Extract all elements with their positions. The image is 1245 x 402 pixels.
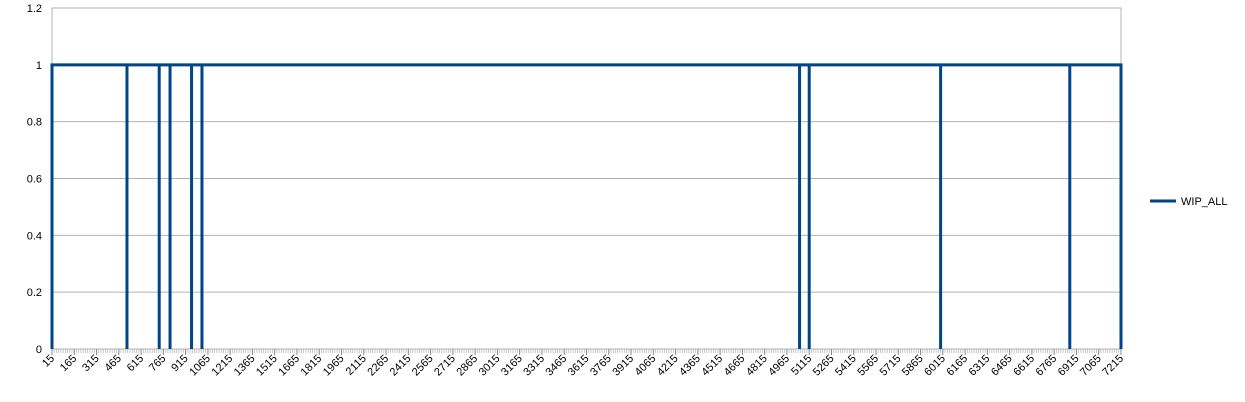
x-tick-label: 3015: [477, 353, 503, 379]
x-tick-label: 6165: [944, 353, 970, 379]
x-tick-label: 2865: [454, 353, 480, 379]
x-tick-label: 4215: [655, 353, 681, 379]
x-tick-label: 4365: [677, 353, 703, 379]
x-tick-label: 1065: [187, 353, 213, 379]
x-tick-label: 5265: [811, 353, 837, 379]
legend-label: WIP_ALL: [1181, 196, 1227, 208]
x-tick-label: 5865: [900, 353, 926, 379]
y-tick-label: 1.2: [27, 3, 42, 15]
y-axis: 0 0.2 0.4 0.6 0.8 1 1.2: [27, 3, 42, 356]
x-tick-label: 465: [102, 353, 123, 374]
x-tick-label: 6615: [1011, 353, 1037, 379]
x-tick-label: 7065: [1078, 353, 1104, 379]
x-tick-label: 2265: [365, 353, 391, 379]
x-tick-label: 4665: [722, 353, 748, 379]
x-tick-label: 615: [125, 353, 146, 374]
x-tick-label: 5565: [855, 353, 881, 379]
x-tick-label: 3465: [544, 353, 570, 379]
x-tick-label: 6915: [1056, 353, 1082, 379]
x-tick-label: 1515: [254, 353, 280, 379]
y-tick-label: 0.2: [27, 287, 42, 299]
x-tick-label: 1815: [299, 353, 325, 379]
x-tick-label: 3765: [588, 353, 614, 379]
x-tick-label: 5715: [878, 353, 904, 379]
x-tick-label: 4065: [633, 353, 659, 379]
x-tick-label: 3165: [499, 353, 525, 379]
x-tick-label: 2115: [344, 353, 369, 378]
x-tick-label: 3315: [521, 353, 547, 379]
x-tick-label: 7215: [1100, 353, 1126, 379]
legend: WIP_ALL: [1150, 196, 1227, 208]
x-tick-label: 5415: [833, 353, 859, 379]
x-tick-label: 3915: [610, 353, 636, 379]
x-tick-label: 6015: [922, 353, 948, 379]
y-tick-label: 0.6: [27, 174, 42, 186]
x-tick-label: 4965: [766, 353, 792, 379]
x-tick-label: 315: [80, 353, 101, 374]
x-tick-label: 1965: [321, 353, 347, 379]
x-axis: 15 165 315 465 615 765 91510651215136515151665…: [40, 349, 1126, 378]
x-tick-label: 4515: [699, 353, 725, 379]
y-tick-label: 0: [36, 344, 42, 356]
x-tick-label: 165: [58, 353, 79, 374]
y-tick-label: 1: [36, 60, 42, 72]
y-tick-label: 0.4: [27, 230, 42, 242]
x-tick-label: 2415: [388, 353, 414, 379]
x-tick-label: 2565: [410, 353, 436, 379]
x-tick-label: 1365: [232, 353, 258, 379]
x-tick-label: 2715: [432, 353, 458, 379]
x-tick-label: 1215: [209, 353, 235, 379]
x-tick-label: 6765: [1034, 353, 1060, 379]
x-tick-label: 3615: [566, 353, 592, 379]
x-tick-label: 1665: [276, 353, 302, 379]
x-tick-label: 15: [40, 353, 57, 370]
y-tick-label: 0.8: [27, 117, 42, 129]
x-tick-label: 4815: [744, 353, 770, 379]
x-tick-label: 6315: [967, 353, 993, 379]
x-tick-label: 5115: [789, 353, 814, 378]
x-tick-label: 765: [147, 353, 168, 374]
x-tick-label: 6465: [989, 353, 1015, 379]
